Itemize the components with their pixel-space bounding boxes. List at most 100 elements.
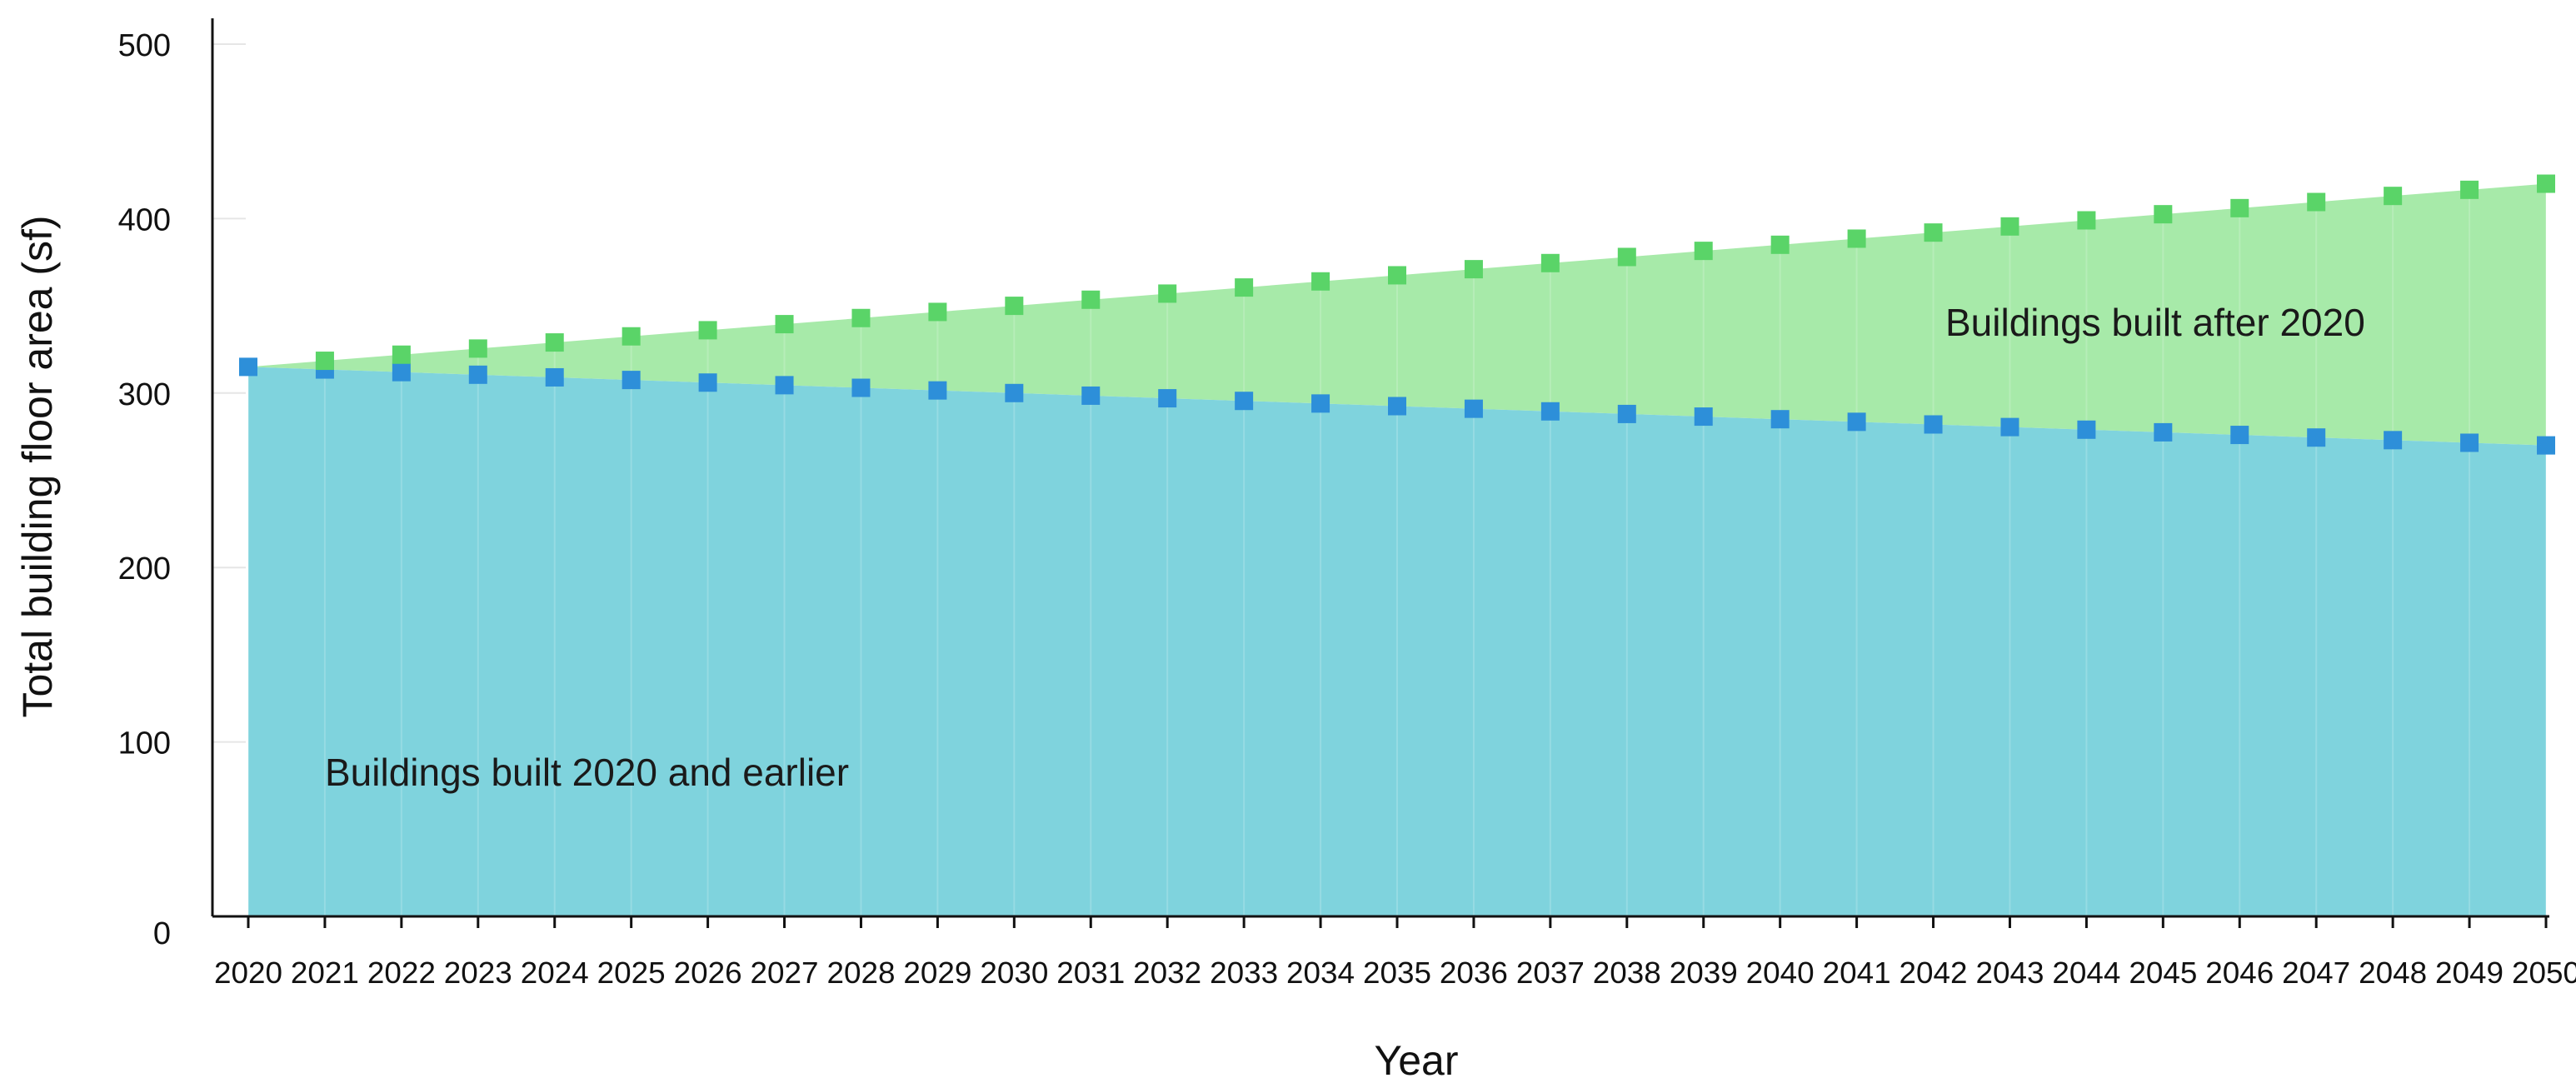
x-tick-label: 2034 <box>1286 956 1355 990</box>
marker-2020-and-earlier <box>1081 386 1101 405</box>
y-tick-label: 400 <box>118 202 171 237</box>
x-tick-label: 2037 <box>1516 956 1585 990</box>
x-tick-label: 2046 <box>2205 956 2274 990</box>
x-tick-label: 2030 <box>980 956 1048 990</box>
marker-after-2020 <box>2460 180 2479 199</box>
marker-2020-and-earlier <box>928 381 947 400</box>
marker-after-2020 <box>1311 272 1330 291</box>
marker-2020-and-earlier <box>1540 402 1560 421</box>
marker-after-2020 <box>1694 242 1713 261</box>
marker-after-2020 <box>2000 217 2019 236</box>
x-tick-label: 2045 <box>2129 956 2197 990</box>
series-markers <box>239 174 2555 455</box>
marker-2020-and-earlier <box>1617 404 1636 423</box>
marker-2020-and-earlier <box>2230 426 2249 445</box>
marker-after-2020 <box>1235 278 1254 297</box>
axes <box>211 18 2549 928</box>
marker-2020-and-earlier <box>2154 422 2173 442</box>
marker-2020-and-earlier <box>1924 415 1943 434</box>
x-tick-label: 2038 <box>1593 956 1661 990</box>
marker-after-2020 <box>928 302 947 322</box>
x-tick-label: 2021 <box>291 956 359 990</box>
marker-2020-and-earlier <box>1388 397 1406 416</box>
marker-2020-and-earlier <box>775 376 794 395</box>
marker-after-2020 <box>1388 266 1406 285</box>
marker-after-2020 <box>392 345 411 364</box>
y-tick-label: 500 <box>118 28 171 63</box>
x-tick-label: 2029 <box>903 956 971 990</box>
x-tick-label: 2023 <box>444 956 512 990</box>
x-tick-label: 2032 <box>1133 956 1201 990</box>
marker-2020-and-earlier <box>1005 383 1024 402</box>
x-tick-label: 2031 <box>1056 956 1125 990</box>
marker-2020-and-earlier <box>1158 389 1177 408</box>
x-tick-label: 2044 <box>2052 956 2120 990</box>
x-tick-label: 2035 <box>1363 956 1431 990</box>
series-areas <box>247 183 2547 916</box>
marker-after-2020 <box>2154 205 2173 224</box>
x-tick-label: 2039 <box>1670 956 1738 990</box>
annotation-after-2020: Buildings built after 2020 <box>1945 301 2365 344</box>
marker-2020-and-earlier <box>2384 431 2403 450</box>
series-area-2020-and-earlier <box>248 367 2546 916</box>
x-tick-label: 2043 <box>1975 956 2044 990</box>
marker-after-2020 <box>315 352 334 371</box>
x-tick-label: 2025 <box>597 956 666 990</box>
x-tick-label: 2041 <box>1823 956 1891 990</box>
series-area-after-2020 <box>248 183 2546 446</box>
marker-after-2020 <box>851 308 871 327</box>
marker-after-2020 <box>622 327 641 346</box>
marker-after-2020 <box>2077 211 2096 230</box>
x-tick-label: 2026 <box>674 956 742 990</box>
marker-2020-and-earlier <box>1694 407 1713 427</box>
marker-2020-and-earlier <box>622 371 641 390</box>
marker-after-2020 <box>1847 229 1866 248</box>
marker-after-2020 <box>1540 253 1560 272</box>
marker-2020-and-earlier <box>1235 392 1254 411</box>
marker-2020-and-earlier <box>1311 394 1330 413</box>
y-axis-title: Total building floor area (sf) <box>14 215 61 717</box>
x-tick-label: 2036 <box>1440 956 1508 990</box>
marker-after-2020 <box>1924 223 1943 242</box>
marker-2020-and-earlier <box>698 373 717 392</box>
marker-2020-and-earlier <box>2307 428 2326 447</box>
marker-after-2020 <box>468 339 487 358</box>
marker-after-2020 <box>775 315 794 334</box>
x-tick-label: 2027 <box>751 956 819 990</box>
marker-2020-and-earlier <box>851 378 871 397</box>
marker-after-2020 <box>698 321 717 340</box>
marker-2020-and-earlier <box>2460 433 2479 452</box>
marker-2020-and-earlier <box>1464 399 1483 418</box>
marker-after-2020 <box>1005 297 1024 316</box>
marker-2020-and-earlier <box>2000 417 2019 437</box>
y-tick-label: 200 <box>118 551 171 586</box>
x-tick-label: 2050 <box>2512 956 2576 990</box>
x-tick-label: 2022 <box>367 956 436 990</box>
marker-after-2020 <box>1158 284 1177 303</box>
marker-after-2020 <box>2384 187 2403 206</box>
y-tick-labels: 0 100 200 300 400 500 <box>118 28 171 951</box>
marker-2020-and-earlier <box>2077 420 2096 439</box>
x-tick-label: 2028 <box>826 956 895 990</box>
y-tick-label: 300 <box>118 377 171 412</box>
annotation-2020-and-earlier: Buildings built 2020 and earlier <box>325 751 849 794</box>
marker-after-2020 <box>1617 247 1636 267</box>
marker-after-2020 <box>1081 290 1101 309</box>
x-axis-title: Year <box>1374 1037 1458 1083</box>
x-tick-labels: 2020 2021 2022 2023 2024 2025 2026 2027 2028 2029… <box>214 956 2576 990</box>
marker-2020-and-earlier <box>239 357 257 377</box>
y-gridlines <box>212 43 246 743</box>
marker-2020-and-earlier <box>392 362 411 382</box>
marker-2020-and-earlier <box>468 365 487 384</box>
x-tick-label: 2040 <box>1746 956 1815 990</box>
marker-after-2020 <box>2307 192 2326 212</box>
x-tick-label: 2020 <box>214 956 282 990</box>
marker-after-2020 <box>2537 174 2555 193</box>
marker-2020-and-earlier <box>1847 412 1866 432</box>
y-tick-label: 100 <box>118 726 171 761</box>
marker-after-2020 <box>1770 235 1790 254</box>
marker-after-2020 <box>545 333 564 352</box>
marker-2020-and-earlier <box>545 367 564 387</box>
marker-after-2020 <box>2230 198 2249 217</box>
